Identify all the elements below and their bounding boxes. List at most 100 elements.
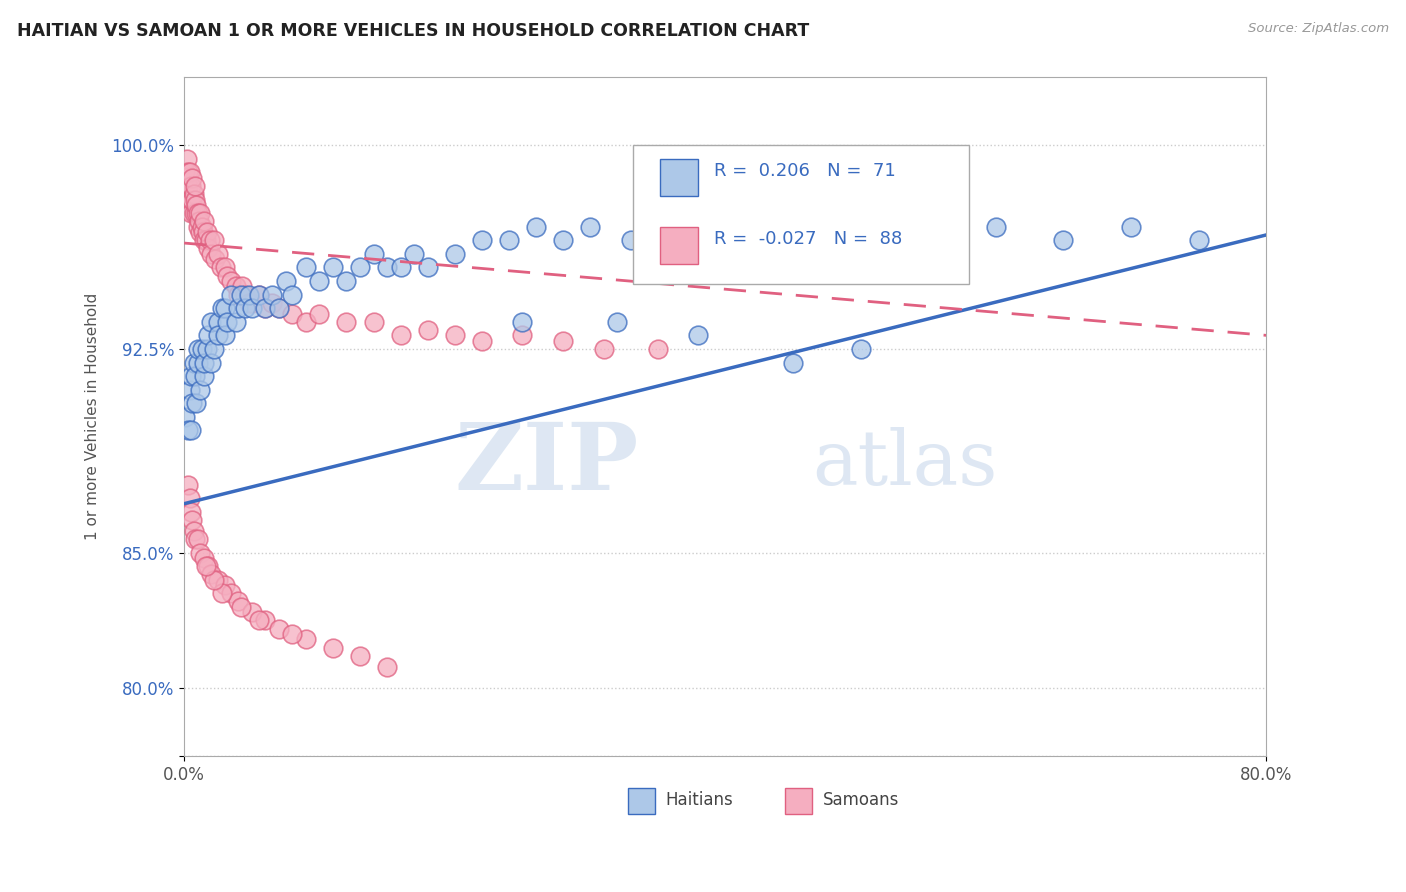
Point — [375, 260, 398, 275]
Point — [186, 396, 208, 410]
Point — [226, 594, 249, 608]
Text: R =  0.206   N =  71: R = 0.206 N = 71 — [714, 162, 896, 180]
Point — [389, 260, 412, 275]
Point — [714, 233, 737, 247]
Point — [217, 268, 239, 283]
Point — [281, 307, 304, 321]
Point — [1052, 233, 1074, 247]
Point — [295, 260, 318, 275]
Point — [184, 179, 207, 194]
Point — [349, 260, 371, 275]
Point — [240, 301, 263, 316]
Point — [181, 396, 204, 410]
Text: atlas: atlas — [811, 427, 997, 501]
Point — [187, 206, 209, 220]
Point — [349, 648, 371, 663]
Point — [217, 315, 239, 329]
Point — [183, 206, 205, 220]
Point — [202, 233, 225, 247]
Point — [579, 219, 602, 234]
Point — [619, 233, 641, 247]
Point — [207, 315, 229, 329]
Point — [295, 315, 318, 329]
Point — [335, 315, 357, 329]
Point — [274, 274, 297, 288]
Y-axis label: 1 or more Vehicles in Household: 1 or more Vehicles in Household — [86, 293, 100, 541]
Point — [181, 170, 204, 185]
Point — [229, 599, 252, 614]
Point — [214, 301, 236, 316]
Bar — [661, 159, 699, 196]
Point — [247, 614, 270, 628]
Point — [190, 342, 212, 356]
Point — [295, 632, 318, 647]
Point — [267, 301, 290, 316]
Point — [849, 342, 872, 356]
Point — [267, 301, 290, 316]
Point — [183, 187, 205, 202]
Point — [186, 198, 208, 212]
Point — [363, 315, 385, 329]
Point — [193, 551, 215, 566]
Point — [177, 477, 200, 491]
Point — [498, 233, 520, 247]
Point — [200, 315, 222, 329]
Point — [179, 491, 201, 506]
Point — [254, 301, 277, 316]
Point — [211, 301, 233, 316]
Point — [416, 323, 439, 337]
Text: HAITIAN VS SAMOAN 1 OR MORE VEHICLES IN HOUSEHOLD CORRELATION CHART: HAITIAN VS SAMOAN 1 OR MORE VEHICLES IN … — [17, 22, 808, 40]
Point — [184, 193, 207, 207]
Point — [984, 219, 1007, 234]
Point — [187, 532, 209, 546]
Point — [176, 152, 198, 166]
Point — [1188, 233, 1211, 247]
Point — [180, 505, 202, 519]
Point — [193, 214, 215, 228]
Point — [188, 214, 211, 228]
Point — [471, 233, 494, 247]
Point — [180, 179, 202, 194]
Text: Haitians: Haitians — [665, 791, 734, 809]
Point — [443, 328, 465, 343]
Point — [524, 219, 547, 234]
Point — [823, 233, 845, 247]
Point — [202, 573, 225, 587]
Point — [190, 545, 212, 559]
Point — [240, 295, 263, 310]
Point — [184, 369, 207, 384]
Point — [281, 627, 304, 641]
Bar — [661, 227, 699, 264]
Point — [187, 355, 209, 369]
Point — [190, 383, 212, 397]
Point — [197, 242, 219, 256]
Point — [190, 225, 212, 239]
Point — [876, 233, 898, 247]
Point — [193, 369, 215, 384]
Point — [177, 423, 200, 437]
Point — [240, 605, 263, 619]
Point — [194, 559, 217, 574]
Point — [179, 383, 201, 397]
Point — [389, 328, 412, 343]
Bar — [628, 788, 655, 814]
Point — [768, 219, 790, 234]
Point — [200, 355, 222, 369]
Point — [191, 225, 214, 239]
Point — [238, 295, 260, 310]
Point — [231, 279, 253, 293]
Point — [471, 334, 494, 348]
Point — [193, 233, 215, 247]
Point — [267, 622, 290, 636]
Point — [606, 315, 628, 329]
Point — [647, 342, 669, 356]
Point — [179, 193, 201, 207]
Bar — [785, 788, 811, 814]
Point — [512, 328, 534, 343]
Point — [174, 409, 197, 424]
Point — [190, 206, 212, 220]
Point — [247, 287, 270, 301]
Point — [200, 247, 222, 261]
Point — [931, 233, 953, 247]
Point — [214, 328, 236, 343]
